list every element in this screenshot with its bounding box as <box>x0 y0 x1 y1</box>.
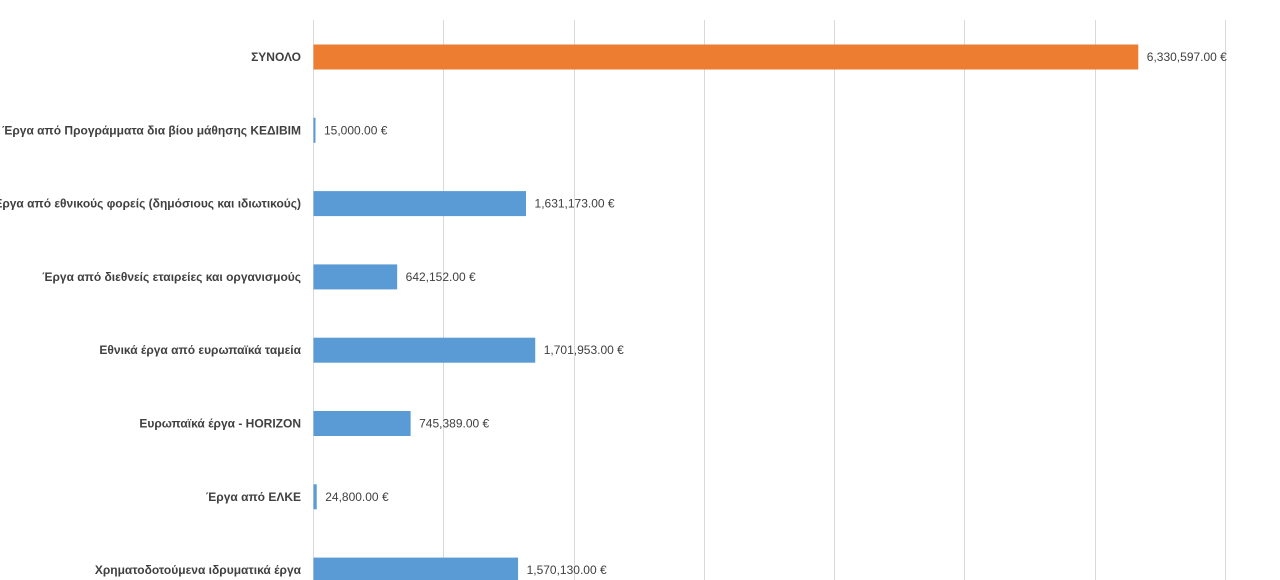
category-label-0: ΣΥΝΟΛΟ <box>251 50 301 64</box>
category-labels: ΣΥΝΟΛΟ Έργα από Προγράμματα δια βίου μάθη… <box>0 50 302 577</box>
bar-7 <box>313 557 519 580</box>
value-label-4: 1,701,953.00 € <box>544 343 624 357</box>
category-label-5: Ευρωπαϊκά έργα - HORIZON <box>139 417 301 431</box>
bars <box>313 44 1139 580</box>
gridlines <box>313 20 1226 580</box>
category-label-3: Έργα από διεθνείς εταιρείες και οργανισμ… <box>42 270 301 284</box>
bar-5 <box>313 411 411 436</box>
bar-3 <box>313 264 398 290</box>
value-label-5: 745,389.00 € <box>419 417 489 431</box>
value-label-6: 24,800.00 € <box>325 490 389 504</box>
bar-1 <box>313 117 316 143</box>
value-label-3: 642,152.00 € <box>406 270 476 284</box>
bar-4 <box>313 337 536 363</box>
value-label-2: 1,631,173.00 € <box>535 197 615 211</box>
value-label-1: 15,000.00 € <box>324 123 388 137</box>
category-label-4: Εθνικά έργα από ευρωπαϊκά ταμεία <box>99 343 301 357</box>
value-labels: 6,330,597.00 € 15,000.00 € 1,631,173.00 € 6… <box>324 50 1227 577</box>
category-label-1: Έργα από Προγράμματα δια βίου μάθησης ΚΕ… <box>2 123 301 137</box>
value-label-7: 1,570,130.00 € <box>527 563 607 577</box>
bar-6 <box>313 484 317 510</box>
bar-2 <box>313 191 527 217</box>
category-label-7: Χρηματοδοτούμενα ιδρυματικά έργα <box>95 563 302 577</box>
category-label-2: Έργα από εθνικούς φορείς (δημόσιους και … <box>0 197 301 211</box>
category-label-6: Έργα από ΕΛΚΕ <box>206 490 301 504</box>
bar-0 <box>313 44 1139 70</box>
value-label-0: 6,330,597.00 € <box>1147 50 1227 64</box>
